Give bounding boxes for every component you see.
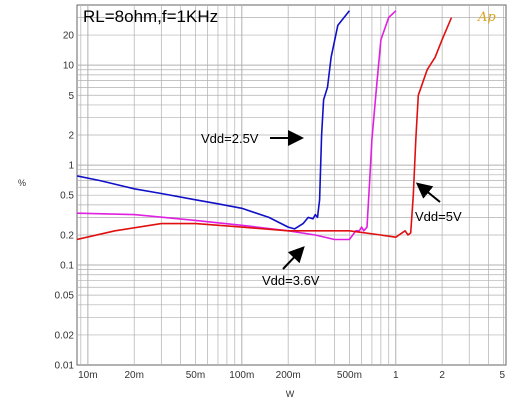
x-tick-label: 5 bbox=[499, 370, 505, 381]
series-line-vdd-5v bbox=[77, 17, 453, 241]
y-tick-label: 0.5 bbox=[60, 191, 74, 202]
annotation-vdd-3-6v: Vdd=3.6V bbox=[262, 273, 320, 288]
y-axis-label: % bbox=[18, 178, 26, 188]
x-tick-label: 20m bbox=[124, 370, 143, 381]
y-tick-label: 0.01 bbox=[55, 361, 75, 372]
x-tick-label: 50m bbox=[186, 370, 205, 381]
series-lines bbox=[77, 10, 453, 241]
plot-area bbox=[76, 4, 507, 366]
x-tick-label: 500m bbox=[337, 370, 362, 381]
annotation-vdd-5v: Vdd=5V bbox=[415, 209, 462, 224]
y-tick-label: 2 bbox=[68, 131, 74, 142]
arrow-vdd-5v bbox=[415, 182, 441, 203]
x-tick-label: 200m bbox=[276, 370, 301, 381]
y-tick-label: 1 bbox=[68, 161, 74, 172]
grid bbox=[77, 5, 506, 365]
y-tick-label: 0.02 bbox=[55, 330, 75, 341]
ap-logo: Ap bbox=[477, 10, 496, 25]
x-tick-label: 10m bbox=[78, 370, 97, 381]
series-line-vdd-2-5v bbox=[77, 10, 351, 230]
series-line-vdd-3-6v bbox=[77, 10, 397, 241]
chart-title: RL=8ohm,f=1KHz bbox=[83, 7, 218, 26]
y-tick-label: 0.1 bbox=[60, 261, 74, 272]
y-tick-label: 10 bbox=[63, 61, 75, 72]
y-tick-label: 20 bbox=[63, 31, 75, 42]
y-tick-labels: 0.01 0.02 0.05 0.1 0.2 0.5 1 2 5 10 20 bbox=[55, 31, 75, 372]
x-tick-label: 1 bbox=[393, 370, 399, 381]
x-tick-label: 100m bbox=[229, 370, 254, 381]
y-tick-label: 0.2 bbox=[60, 230, 74, 241]
x-axis-label: W bbox=[286, 389, 295, 399]
y-tick-label: 0.05 bbox=[55, 291, 75, 302]
x-tick-labels: 10m 20m 50m 100m 200m 500m 1 2 5 bbox=[78, 370, 505, 381]
x-tick-label: 2 bbox=[439, 370, 445, 381]
annotation-vdd-2-5v: Vdd=2.5V bbox=[201, 131, 259, 146]
arrow-vdd-3-6v bbox=[282, 246, 305, 270]
y-tick-label: 5 bbox=[68, 91, 74, 102]
